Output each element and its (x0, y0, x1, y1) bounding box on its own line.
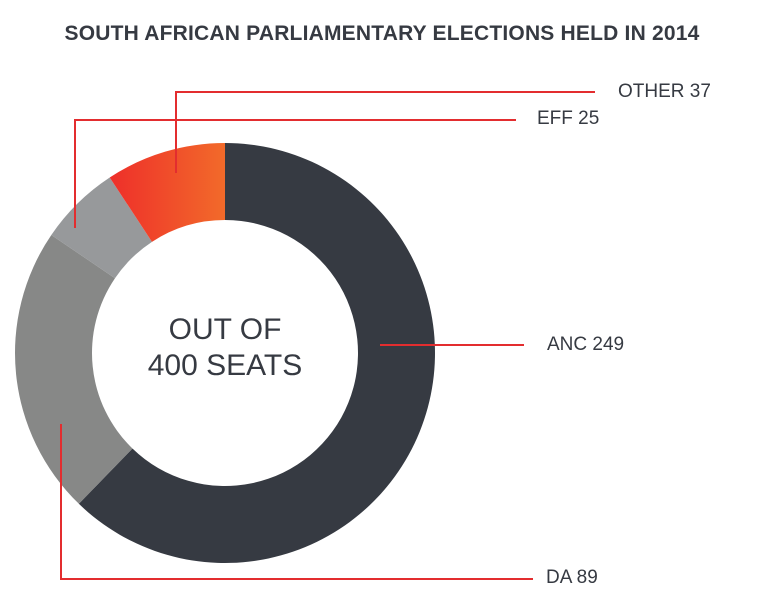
label-other: OTHER 37 (618, 81, 711, 102)
segment-other (109, 143, 225, 242)
leader-lines (60, 91, 595, 580)
leader-line-other (175, 91, 595, 173)
chart-title: SOUTH AFRICAN PARLIAMENTARY ELECTIONS HE… (64, 22, 700, 45)
center-label: OUT OF 400 SEATS (125, 312, 325, 384)
label-anc: ANC 249 (547, 334, 625, 355)
leader-line-eff (74, 119, 516, 228)
leader-line-da (60, 424, 533, 580)
segment-anc (78, 143, 436, 563)
center-label-line1: OUT OF (168, 313, 282, 346)
donut-segments (14, 143, 436, 563)
center-label-line2: 400 SEATS (147, 349, 303, 382)
label-eff: EFF 25 (537, 108, 600, 129)
label-da: DA 89 (546, 567, 598, 588)
segment-da (14, 234, 133, 504)
segment-eff (51, 177, 152, 279)
